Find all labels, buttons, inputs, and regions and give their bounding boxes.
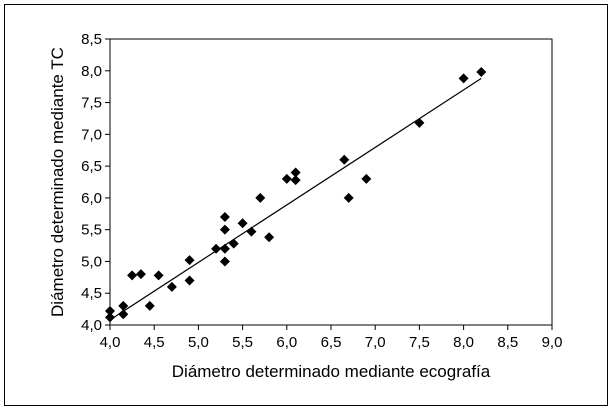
- x-tick-label: 8,0: [453, 334, 474, 351]
- y-tick-label: 7,5: [81, 95, 102, 112]
- data-point: [135, 269, 146, 280]
- data-point: [118, 309, 129, 320]
- data-point: [281, 173, 292, 184]
- data-point: [211, 243, 222, 254]
- x-tick-label: 5,0: [188, 334, 209, 351]
- data-point: [228, 238, 239, 249]
- data-point: [361, 173, 372, 184]
- chart-frame: [4, 4, 608, 406]
- y-axis-title: Diámetro determinado mediante TC: [48, 47, 67, 317]
- y-tick-label: 5,0: [81, 253, 102, 270]
- data-point: [184, 255, 195, 266]
- data-point: [255, 192, 266, 203]
- y-tick-label: 5,5: [81, 222, 102, 239]
- y-tick-label: 6,0: [81, 190, 102, 207]
- x-tick-label: 4,5: [144, 334, 165, 351]
- trendline-group: [109, 77, 482, 321]
- data-point: [264, 232, 275, 243]
- x-tick-label: 8,5: [497, 334, 518, 351]
- data-point: [153, 270, 164, 281]
- data-points: [105, 67, 487, 323]
- x-axis-ticks: 4,0 4,5 5,0 5,5 6,0 6,5 7,0 7,5 8,0 8,5 9,0: [100, 325, 563, 351]
- data-point: [219, 243, 230, 254]
- data-point: [105, 312, 115, 323]
- x-tick-label: 9,0: [542, 334, 563, 351]
- y-tick-label: 7,0: [81, 126, 102, 143]
- data-point: [343, 192, 354, 203]
- data-point: [290, 167, 301, 178]
- data-point: [184, 275, 195, 286]
- data-point: [166, 281, 177, 292]
- data-point: [127, 270, 138, 281]
- data-point: [219, 211, 230, 222]
- x-axis-title: Diámetro determinado mediante ecografía: [172, 362, 491, 381]
- data-point: [144, 300, 155, 311]
- x-tick-label: 4,0: [100, 334, 121, 351]
- x-tick-label: 6,5: [321, 334, 342, 351]
- data-point: [118, 300, 129, 311]
- x-tick-label: 7,0: [365, 334, 386, 351]
- plot-area: [109, 38, 553, 326]
- x-tick-label: 5,5: [232, 334, 253, 351]
- y-tick-label: 8,5: [81, 31, 102, 48]
- data-point: [105, 306, 115, 317]
- x-tick-label: 6,0: [276, 334, 297, 351]
- trendline: [109, 77, 482, 321]
- y-tick-label: 4,5: [81, 285, 102, 302]
- data-point: [339, 154, 350, 165]
- data-point: [219, 224, 230, 235]
- y-tick-label: 4,0: [81, 317, 102, 334]
- data-point: [246, 226, 257, 237]
- y-axis-ticks: 4,0 4,5 5,0 5,5 6,0 6,5 7,0 7,5 8,0 8,5: [81, 31, 110, 334]
- data-point: [476, 67, 487, 78]
- data-point: [237, 218, 248, 229]
- data-point: [458, 73, 469, 84]
- data-point: [414, 117, 425, 128]
- y-tick-label: 6,5: [81, 158, 102, 175]
- x-tick-label: 7,5: [409, 334, 430, 351]
- data-point: [219, 256, 230, 267]
- y-tick-label: 8,0: [81, 63, 102, 80]
- data-point: [290, 175, 301, 186]
